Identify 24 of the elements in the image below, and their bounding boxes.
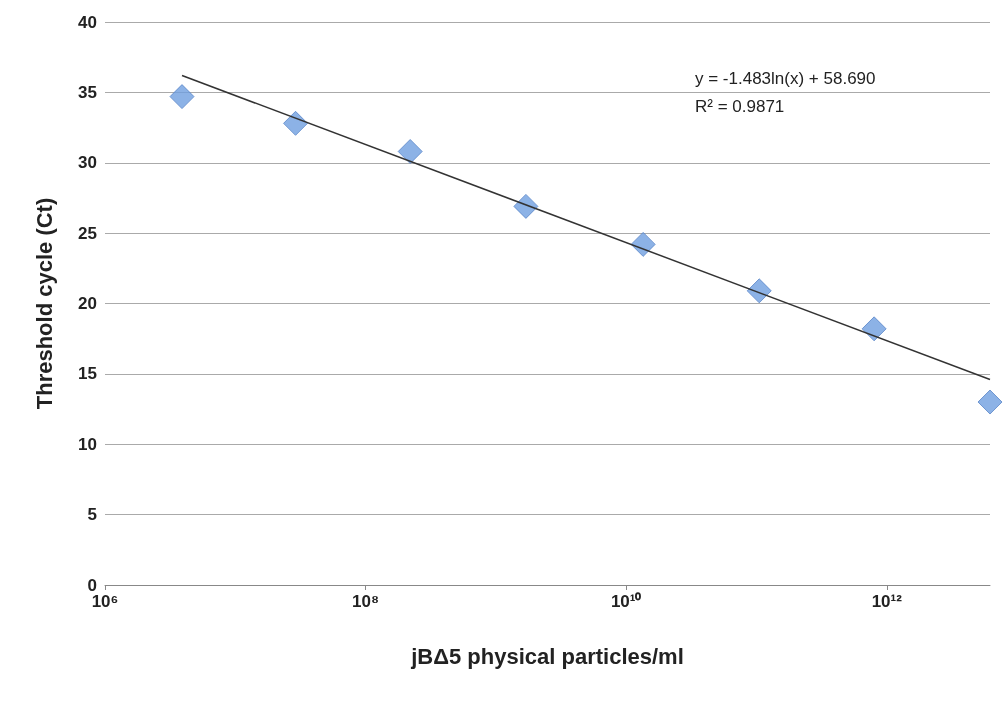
point — [861, 316, 887, 342]
y-tick-label: 0 — [87, 575, 97, 595]
x-tick-label: 10¹⁰ — [610, 592, 642, 611]
y-axis-title: Threshold cycle (Ct) — [31, 197, 57, 410]
point — [746, 278, 772, 304]
annotation: R² = 0.9871 — [695, 97, 785, 116]
point — [283, 110, 309, 136]
y-tick-label: 15 — [78, 364, 97, 384]
y-tick-label: 25 — [78, 223, 97, 243]
x-tick-label: 10⁶ — [91, 592, 119, 611]
point — [397, 138, 423, 164]
point — [977, 389, 1003, 415]
point — [630, 231, 656, 257]
y-tick-label: 30 — [78, 153, 97, 173]
annotation: y = -1.483ln(x) + 58.690 — [695, 69, 876, 88]
point — [169, 84, 195, 110]
y-tick-label: 5 — [87, 505, 97, 525]
y-tick-label: 35 — [78, 82, 97, 102]
x-tick-label: 10⁸ — [352, 592, 380, 611]
y-tick-label: 40 — [78, 12, 97, 32]
x-axis-title: jBΔ5 physical particles/ml — [410, 643, 684, 669]
y-tick-label: 10 — [78, 434, 97, 454]
y-tick-label: 20 — [78, 294, 97, 313]
x-tick-label: 10¹² — [871, 592, 903, 611]
